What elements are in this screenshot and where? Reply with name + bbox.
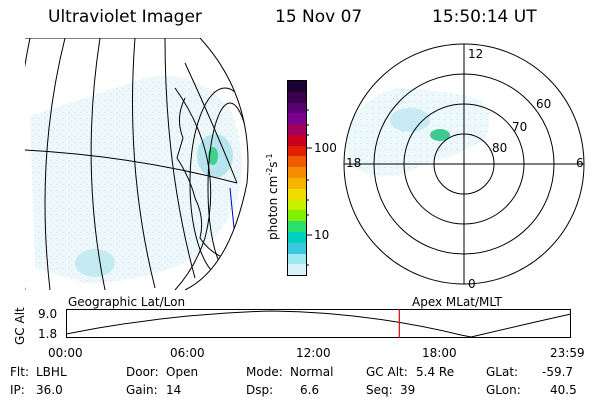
colorbar-segment <box>288 188 306 200</box>
ip-value: 36.0 <box>36 383 63 397</box>
gcalt-label: GC Alt: <box>366 365 408 379</box>
polar-plot <box>343 43 585 285</box>
colorbar-segment <box>288 221 306 232</box>
seq-value: 39 <box>400 383 416 397</box>
colorbar-tick-100: 100 <box>314 141 337 155</box>
colorbar-segment <box>288 264 306 276</box>
gain-label: Gain: <box>126 383 158 397</box>
polar-ring-60: 60 <box>536 97 552 111</box>
unit-mid: s <box>266 161 280 168</box>
x-tick-2359: 23:59 <box>550 346 585 360</box>
unit-exp1: -2 <box>265 167 274 176</box>
seq-label: Seq: <box>366 383 393 397</box>
geographic-map <box>25 38 249 290</box>
polar-ring-80: 80 <box>492 141 508 155</box>
colorbar-segment <box>288 167 306 179</box>
glon-value: 40.5 <box>550 383 577 397</box>
timeline-left-label: Geographic Lat/Lon <box>68 295 186 309</box>
observation-time: 15:50:14 UT <box>432 7 537 27</box>
mode-value: Normal <box>290 365 334 379</box>
glat-value: -59.7 <box>542 365 574 379</box>
colorbar-segment <box>288 134 306 146</box>
colorbar-segment <box>288 91 306 103</box>
observation-date: 15 Nov 07 <box>275 7 363 27</box>
colorbar-segment <box>288 102 306 114</box>
glon-label: GLon: <box>486 383 521 397</box>
timeline-right-label: Apex MLat/MLT <box>412 295 502 309</box>
colorbar-ticks <box>306 109 312 266</box>
dsp-value: 6.6 <box>300 383 320 397</box>
timeline-plot <box>66 309 572 338</box>
glat-label: GLat: <box>486 365 519 379</box>
filter-value: LBHL <box>36 365 67 379</box>
filter-label: Flt: <box>10 365 29 379</box>
x-tick-0000: 00:00 <box>48 346 83 360</box>
gcalt-value: 5.4 Re <box>416 365 455 379</box>
dsp-label: Dsp: <box>246 383 274 397</box>
colorbar-segment <box>288 156 306 168</box>
polar-label-12: 12 <box>468 47 484 61</box>
colorbar-segment <box>288 178 306 189</box>
colorbar-segment <box>288 113 306 125</box>
colorbar-segment <box>288 253 306 265</box>
instrument-title: Ultraviolet Imager <box>48 7 202 27</box>
colorbar-segment <box>288 199 306 211</box>
polar-label-18: 18 <box>346 156 362 170</box>
x-tick-0600: 06:00 <box>170 346 205 360</box>
unit-exp2: -1 <box>265 153 274 162</box>
x-tick-1200: 12:00 <box>296 346 331 360</box>
timeline-ymin: 1.8 <box>38 327 58 341</box>
unit-text: photon cm <box>266 175 280 240</box>
mode-label: Mode: <box>246 365 283 379</box>
door-value: Open <box>166 365 199 379</box>
colorbar-tick-10: 10 <box>314 228 330 242</box>
colorbar-segment <box>288 231 306 243</box>
ip-label: IP: <box>10 383 25 397</box>
gain-value: 14 <box>166 383 182 397</box>
colorbar-segment <box>288 81 306 92</box>
timeline-ylabel: GC Alt <box>13 307 27 345</box>
polar-ring-70: 70 <box>512 120 528 134</box>
colorbar-segment <box>288 242 306 254</box>
colorbar-segment <box>288 124 306 135</box>
door-label: Door: <box>126 365 159 379</box>
timeline-ymax: 9.0 <box>38 307 58 321</box>
polar-label-0: 0 <box>468 277 476 291</box>
colorbar-segment <box>288 145 306 157</box>
colorbar-unit-label: photon cm-2s-1 <box>265 153 280 240</box>
polar-label-6: 6 <box>576 156 584 170</box>
x-tick-1800: 18:00 <box>422 346 457 360</box>
colorbar-segment <box>288 210 306 222</box>
colorbar <box>287 80 307 276</box>
